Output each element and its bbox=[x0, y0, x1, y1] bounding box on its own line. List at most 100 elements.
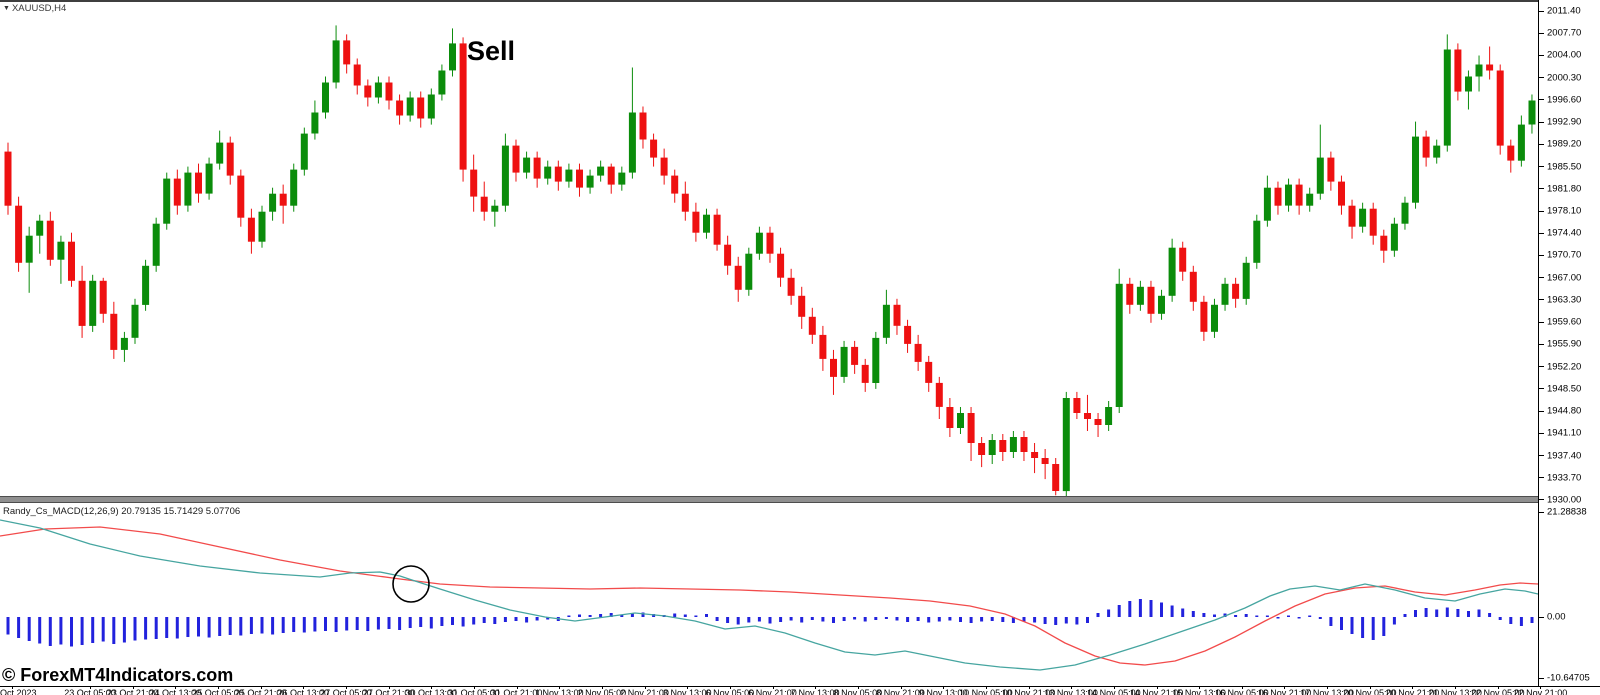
candle-body bbox=[512, 145, 520, 173]
candlestick-chart[interactable] bbox=[0, 0, 1538, 497]
price-axis[interactable]: 2011.40 2007.70 2004.00 2000.30 1996.60 1992.… bbox=[1539, 0, 1600, 505]
time-axis-label: 8 Nov 05:00 bbox=[833, 688, 883, 695]
histogram-bar bbox=[1117, 605, 1121, 617]
candle-body bbox=[734, 265, 742, 290]
time-axis-label: 13 Nov 13:00 bbox=[1044, 688, 1098, 695]
histogram-bar bbox=[821, 617, 825, 622]
candle-body bbox=[692, 211, 700, 233]
candle-body bbox=[459, 43, 467, 170]
time-axis-tick bbox=[1241, 687, 1243, 689]
price-axis-label: 1933.70 bbox=[1547, 472, 1582, 484]
candle-body bbox=[385, 82, 393, 101]
time-axis-tick bbox=[12, 687, 13, 689]
histogram-bar bbox=[80, 617, 84, 645]
histogram-bar bbox=[1276, 617, 1280, 619]
time-axis-label: 17 Nov 13:00 bbox=[1300, 688, 1354, 695]
time-axis-tick bbox=[687, 687, 689, 689]
candle-body bbox=[470, 169, 478, 197]
price-axis-label: 2011.40 bbox=[1547, 5, 1581, 17]
indicator-axis-tick bbox=[1539, 616, 1544, 618]
histogram-bar bbox=[1445, 607, 1449, 617]
time-axis-tick bbox=[260, 687, 262, 689]
histogram-bar bbox=[1350, 617, 1354, 634]
time-axis-label: 23 Oct 21:00 bbox=[106, 688, 159, 695]
histogram-bar bbox=[154, 617, 158, 639]
price-axis-tick bbox=[1539, 54, 1544, 56]
histogram-bar bbox=[757, 617, 761, 622]
histogram-bar bbox=[715, 617, 719, 621]
time-axis-label: 1 Nov 13:00 bbox=[534, 688, 584, 695]
histogram-bar bbox=[969, 617, 973, 623]
candle-body bbox=[724, 244, 732, 266]
candle-body bbox=[1115, 283, 1123, 407]
candle-body bbox=[15, 205, 23, 263]
histogram-bar bbox=[324, 617, 327, 631]
candle-body bbox=[311, 112, 319, 134]
price-axis-tick bbox=[1539, 410, 1544, 412]
candle-body bbox=[343, 40, 351, 65]
candle-body bbox=[628, 112, 636, 173]
price-axis-tick bbox=[1539, 188, 1544, 190]
histogram-bar bbox=[207, 617, 211, 638]
indicator-axis-label: 21.28838 bbox=[1547, 506, 1587, 518]
indicator-axis[interactable]: 21.28838 0.00 -10.64705 bbox=[1539, 503, 1600, 686]
candle-body bbox=[713, 214, 721, 245]
histogram-bar bbox=[1001, 617, 1005, 622]
time-axis-tick bbox=[1156, 687, 1158, 689]
time-axis-tick bbox=[943, 687, 945, 689]
candle-body bbox=[1443, 49, 1451, 146]
candle-body bbox=[1052, 464, 1060, 491]
candle-body bbox=[1158, 295, 1165, 314]
indicator-axis-label: -10.64705 bbox=[1547, 672, 1590, 684]
candle-body bbox=[840, 346, 848, 377]
candle-body bbox=[1422, 136, 1430, 158]
candle-body bbox=[300, 133, 308, 170]
candle-body bbox=[99, 280, 107, 314]
histogram-bar bbox=[779, 617, 783, 622]
candle-body bbox=[639, 112, 647, 140]
histogram-bar bbox=[863, 617, 867, 622]
candle-body bbox=[1200, 301, 1208, 332]
time-axis-label: 20 Nov 21:00 bbox=[1385, 688, 1440, 695]
candle-body bbox=[4, 151, 12, 206]
time-axis-label: 2 Nov 05:00 bbox=[577, 688, 627, 695]
time-axis-tick bbox=[601, 687, 603, 689]
histogram-bar bbox=[768, 617, 772, 624]
time-axis-label: 10 Nov 05:00 bbox=[959, 688, 1013, 695]
time-axis-tick bbox=[985, 687, 987, 689]
histogram-bar bbox=[334, 617, 338, 632]
candle-body bbox=[152, 223, 160, 266]
candle-body bbox=[819, 334, 827, 359]
candle-body bbox=[576, 169, 583, 188]
candle-body bbox=[1062, 398, 1070, 492]
candle-body bbox=[999, 440, 1007, 452]
time-axis-tick bbox=[729, 687, 731, 689]
time-axis-label: 7 Nov 13:00 bbox=[790, 688, 840, 695]
histogram-bar bbox=[927, 617, 931, 623]
histogram-bar bbox=[874, 617, 878, 620]
time-axis-label: 27 Oct 05:00 bbox=[320, 688, 372, 695]
time-axis-label: 20 Oct 2023 bbox=[0, 688, 37, 695]
candle-body bbox=[650, 139, 658, 158]
time-axis-tick bbox=[1497, 687, 1499, 689]
histogram-bar bbox=[1170, 605, 1174, 617]
histogram-bar bbox=[937, 617, 941, 622]
histogram-bar bbox=[1392, 617, 1396, 625]
candle-body bbox=[110, 313, 118, 350]
candle-body bbox=[1094, 419, 1102, 425]
price-axis-tick bbox=[1539, 32, 1544, 34]
candle-body bbox=[777, 253, 785, 278]
histogram-bar bbox=[472, 617, 476, 625]
price-axis-label: 2004.00 bbox=[1547, 49, 1582, 61]
symbol-label[interactable]: ▼ XAUUSD,H4 bbox=[3, 3, 66, 14]
histogram-bar bbox=[525, 617, 529, 623]
panel-separator[interactable] bbox=[0, 496, 1538, 503]
candle-body bbox=[226, 142, 234, 176]
candle-body bbox=[1306, 193, 1314, 206]
price-axis-label: 1955.90 bbox=[1547, 338, 1582, 350]
candle-body bbox=[1232, 283, 1240, 299]
candle-body bbox=[830, 358, 837, 377]
macd-indicator-panel[interactable] bbox=[0, 503, 1538, 686]
histogram-bar bbox=[59, 617, 63, 645]
